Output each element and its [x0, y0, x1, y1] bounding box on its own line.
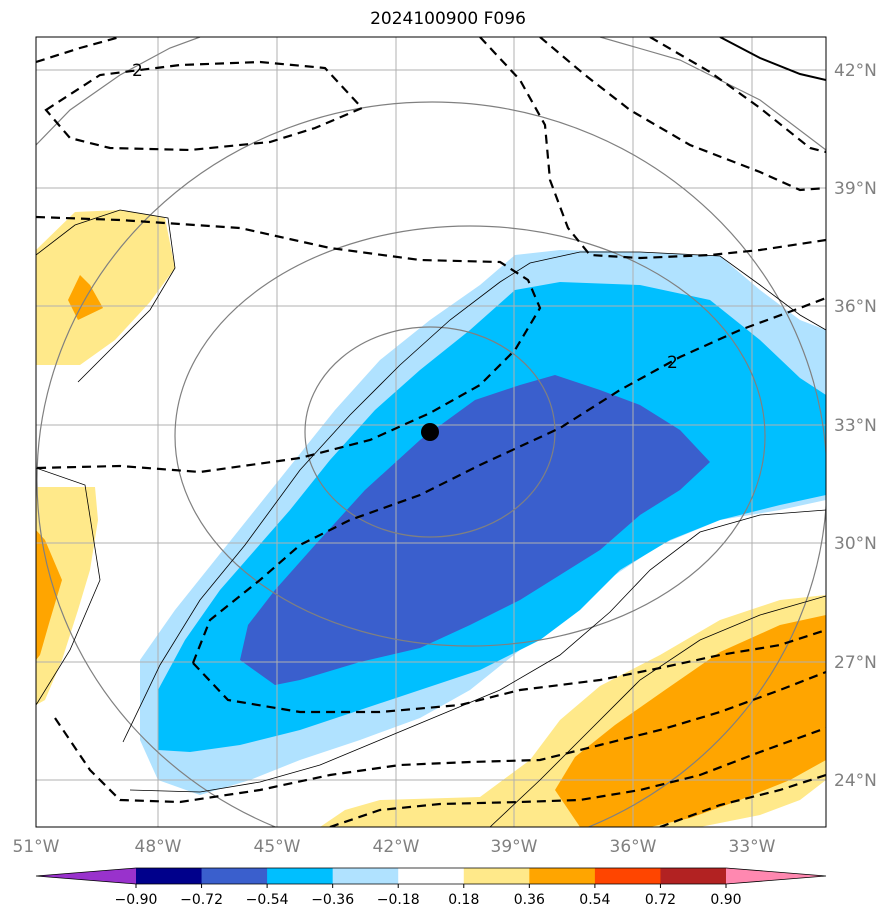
colorbar-swatch: [136, 868, 203, 884]
lat-label: 24°N: [834, 771, 877, 791]
colorbar-swatch: [463, 868, 530, 884]
colorbar-tick-label: 0.36: [514, 892, 545, 908]
contour-label-2: 2: [667, 353, 678, 373]
colorbar-swatch: [267, 868, 334, 884]
lon-label: 42°W: [373, 837, 420, 857]
latitude-labels: 42°N 39°N 36°N 33°N 30°N 27°N 24°N: [834, 61, 877, 791]
plot-area: 2 2: [36, 37, 826, 827]
colorbar: −0.90 −0.72 −0.54 −0.36 −0.18 0.18 0.36 0.54 0.7…: [35, 867, 827, 908]
colorbar-tick-label: 0.72: [645, 892, 676, 908]
colorbar-tick-label: 0.54: [579, 892, 610, 908]
map-title: 2024100900 F096: [370, 9, 526, 29]
plot-border: [35, 36, 827, 828]
gray-contours: [36, 37, 826, 827]
colorbar-swatch: [201, 868, 268, 884]
solid-contour: [719, 37, 826, 81]
dashed-contours: [36, 37, 826, 827]
colorbar-swatch: [398, 868, 465, 884]
lat-label: 27°N: [834, 653, 877, 673]
lon-label: 33°W: [729, 837, 776, 857]
lat-label: 36°N: [834, 297, 877, 317]
shade-yellow-w: [36, 487, 98, 705]
colorbar-tick-label: −0.18: [377, 892, 420, 908]
lat-label: 33°N: [834, 416, 877, 436]
colorbar-tick-label: 0.18: [448, 892, 479, 908]
lat-label: 30°N: [834, 534, 877, 554]
storm-center-marker: [421, 423, 439, 441]
lon-label: 51°W: [13, 837, 60, 857]
lon-label: 36°W: [610, 837, 657, 857]
colorbar-extend-high: [726, 868, 826, 884]
colorbar-tick-label: −0.72: [180, 892, 223, 908]
lon-label: 45°W: [254, 837, 301, 857]
thin-black-contours: [36, 209, 826, 827]
colorbar-swatch: [594, 868, 661, 884]
colorbar-swatch: [660, 868, 727, 884]
contour-label-1: 2: [132, 61, 143, 81]
lon-label: 39°W: [491, 837, 538, 857]
longitude-labels: 51°W 48°W 45°W 42°W 39°W 36°W 33°W: [13, 837, 776, 857]
lon-label: 48°W: [135, 837, 182, 857]
colorbar-tick-label: −0.90: [115, 892, 158, 908]
colorbar-swatch: [332, 868, 399, 884]
colorbar-tick-label: −0.36: [311, 892, 354, 908]
shade-orange-w: [36, 530, 62, 660]
lat-label: 42°N: [834, 61, 877, 81]
colorbar-tick-label: −0.54: [246, 892, 289, 908]
lat-label: 39°N: [834, 179, 877, 199]
colorbar-swatch: [529, 868, 596, 884]
colorbar-extend-low: [36, 868, 136, 884]
colorbar-tick-label: 0.90: [710, 892, 741, 908]
